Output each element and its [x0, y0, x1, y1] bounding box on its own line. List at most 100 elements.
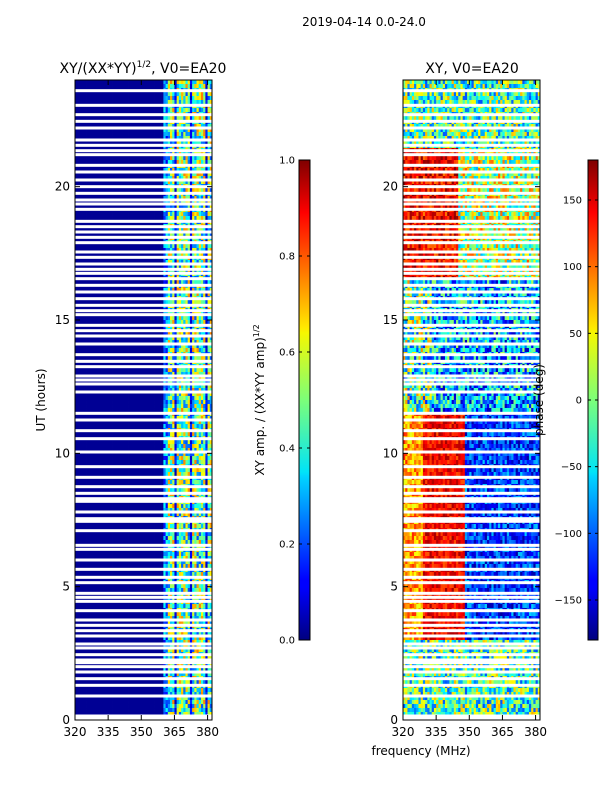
left-heatmap-cell [200, 128, 204, 133]
left-heatmap-cell [116, 132, 120, 137]
left-heatmap-cell [134, 132, 138, 137]
left-heatmap-cell [77, 108, 80, 113]
left-heatmap-cell [170, 132, 173, 137]
left-heatmap-cell [167, 80, 171, 85]
left-heatmap-cell [81, 80, 85, 85]
left-heatmap-cell [105, 92, 109, 97]
left-heatmap-cell [143, 136, 147, 141]
left-heatmap-cell [170, 96, 173, 101]
left-heatmap-cell [147, 96, 151, 101]
left-heatmap-cell [158, 80, 162, 85]
left-heatmap-cell [83, 100, 87, 105]
left-heatmap-cell [203, 92, 206, 97]
left-heatmap-cell [81, 100, 85, 105]
left-heatmap-cell [79, 132, 83, 137]
left-heatmap-cell [97, 84, 100, 89]
left-heatmap-cell [143, 132, 147, 137]
left-heatmap-cell [88, 124, 91, 129]
left-heatmap-cell [189, 128, 193, 133]
left-heatmap-cell [77, 128, 80, 133]
left-heatmap-cell [170, 100, 173, 105]
left-heatmap-cell [79, 108, 83, 113]
left-heatmap-cell [132, 108, 136, 113]
left-heatmap-cell [139, 80, 142, 85]
left-heatmap-cell [139, 140, 142, 145]
left-heatmap-cell [83, 84, 87, 89]
left-heatmap-cell [205, 132, 208, 137]
left-heatmap-cell [139, 96, 142, 101]
left-heatmap-cell [125, 136, 129, 141]
left-heatmap-cell [194, 84, 197, 89]
left-heatmap-cell [79, 84, 83, 89]
left-heatmap-cell [103, 100, 107, 105]
left-heatmap-cell [101, 128, 105, 133]
left-heatmap-cell [196, 96, 200, 101]
left-heatmap-cell [136, 116, 140, 121]
left-heatmap-cell [189, 132, 193, 137]
left-heatmap-cell [150, 84, 153, 89]
left-heatmap-cell [83, 136, 87, 141]
left-heatmap-cell [105, 132, 109, 137]
left-heatmap-cell [187, 124, 191, 129]
left-heatmap-cell [101, 92, 105, 97]
left-heatmap-cell [125, 124, 129, 129]
left-heatmap-cell [128, 128, 131, 133]
left-heatmap-cell [183, 124, 186, 129]
left-heatmap-cell [105, 140, 109, 145]
left-heatmap-cell [181, 132, 184, 137]
left-heatmap-cell [194, 92, 197, 97]
left-heatmap-cell [207, 116, 211, 121]
left-heatmap-cell [161, 136, 164, 141]
left-heatmap-cell [185, 128, 189, 133]
left-heatmap-cell [152, 124, 155, 129]
left-heatmap-cell [123, 92, 127, 97]
left-heatmap-cell [110, 100, 113, 105]
left-heatmap-cell [136, 96, 140, 101]
left-heatmap-cell [158, 140, 162, 145]
left-heatmap-cell [209, 108, 213, 113]
left-heatmap-cell [88, 92, 91, 97]
left-heatmap-cell [143, 84, 147, 89]
left-heatmap-cell [119, 116, 122, 121]
left-heatmap-cell [116, 128, 120, 133]
left-heatmap-cell [134, 128, 138, 133]
left-heatmap-cell [145, 92, 149, 97]
left-heatmap-cell [132, 136, 136, 141]
left-heatmap-cell [88, 96, 91, 101]
left-heatmap-cell [203, 132, 206, 137]
left-heatmap-cell [147, 132, 151, 137]
left-heatmap-cell [110, 124, 113, 129]
left-heatmap-cell [170, 116, 173, 121]
left-heatmap-cell [105, 124, 109, 129]
left-heatmap-cell [156, 96, 160, 101]
left-heatmap-cell [183, 132, 186, 137]
left-heatmap-cell [152, 132, 155, 137]
left-heatmap-cell [156, 84, 160, 89]
left-heatmap-cell [161, 96, 164, 101]
left-heatmap-cell [99, 124, 102, 129]
left-heatmap-cell [92, 80, 96, 85]
left-heatmap-cell [79, 140, 83, 145]
left-heatmap-cell [101, 132, 105, 137]
left-heatmap-cell [165, 80, 169, 85]
left-heatmap-cell [130, 116, 133, 121]
left-heatmap-cell [86, 92, 89, 97]
left-heatmap-cell [196, 136, 200, 141]
left-heatmap-cell [101, 124, 105, 129]
left-heatmap-cell [103, 128, 107, 133]
left-heatmap-cell [125, 132, 129, 137]
left-heatmap-cell [207, 96, 211, 101]
left-heatmap-cell [209, 96, 213, 101]
left-heatmap-cell [121, 140, 125, 145]
left-heatmap-cell [150, 140, 153, 145]
left-heatmap-cell [139, 136, 142, 141]
left-heatmap-cell [145, 140, 149, 145]
left-heatmap-cell [123, 116, 127, 121]
left-heatmap-cell [79, 136, 83, 141]
left-heatmap-cell [167, 100, 171, 105]
left-heatmap-cell [192, 80, 195, 85]
left-heatmap-cell [75, 116, 78, 121]
left-heatmap-cell [130, 100, 133, 105]
left-heatmap-cell [141, 92, 144, 97]
left-heatmap-cell [158, 100, 162, 105]
